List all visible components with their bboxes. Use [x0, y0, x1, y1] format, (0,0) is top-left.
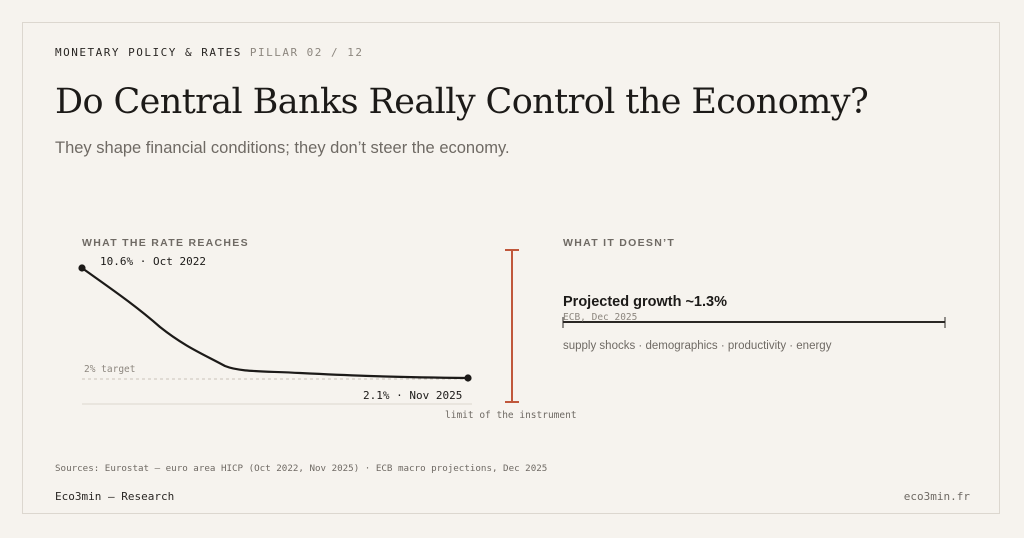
target-label: 2% target [84, 364, 135, 375]
growth-title: Projected growth ~1.3% [563, 294, 727, 310]
left-section-label: WHAT THE RATE REACHES [82, 237, 249, 249]
footer-site: eco3min.fr [903, 490, 970, 503]
growth-source: ECB, Dec 2025 [563, 312, 638, 323]
start-point [78, 264, 86, 272]
growth-drivers: supply shocks · demographics · productiv… [563, 340, 832, 352]
page-title: Do Central Banks Really Control the Econ… [55, 82, 869, 122]
footer-brand: Eco3min — Research [55, 490, 175, 503]
end-value-label: 2.1% · Nov 2025 [363, 389, 463, 402]
limit-label: limit of the instrument [445, 410, 577, 421]
inflation-line [81, 267, 469, 380]
kicker: MONETARY POLICY & RATES PILLAR 02 / 12 [55, 46, 364, 59]
start-value-label: 10.6% · Oct 2022 [100, 255, 206, 268]
sources-note: Sources: Eurostat — euro area HICP (Oct … [55, 463, 548, 474]
pillar-label: PILLAR 02 / 12 [249, 46, 364, 59]
end-point [464, 374, 472, 382]
right-section-label: WHAT IT DOESN’T [563, 237, 676, 249]
category-label: MONETARY POLICY & RATES [55, 46, 242, 59]
page-subtitle: They shape financial conditions; they do… [55, 139, 510, 157]
